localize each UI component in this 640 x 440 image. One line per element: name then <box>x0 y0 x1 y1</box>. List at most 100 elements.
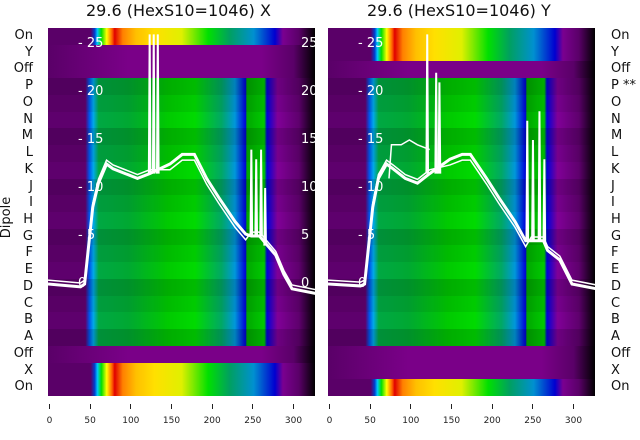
heatmap-row <box>328 94 595 113</box>
row-label: Y <box>611 44 619 60</box>
row-label: H <box>23 212 33 227</box>
row-label: M <box>611 128 623 144</box>
heatmap-row <box>48 128 315 146</box>
x-tick <box>89 404 91 409</box>
row-label: X <box>611 362 620 378</box>
heatmap-row <box>328 61 595 79</box>
heatmap-row <box>48 228 315 246</box>
x-tick-label: 0 <box>326 416 333 426</box>
heatmap-row <box>48 111 315 129</box>
row-label: On <box>611 28 630 43</box>
row-label: D <box>22 278 33 294</box>
heatmap-row <box>328 345 595 364</box>
row-label: L <box>25 145 33 161</box>
row-label: C <box>23 295 33 311</box>
heatmap-y: 0- 5- 10- 15- 20- 25 <box>328 28 595 396</box>
chart-y-title: 29.6 (HexS10=1046) Y <box>367 1 551 20</box>
x-tick <box>293 404 294 409</box>
overlay-spike <box>263 187 267 246</box>
row-label: Off <box>13 345 33 361</box>
overlay-lines <box>328 34 595 291</box>
heatmap-row <box>48 44 315 62</box>
x-tick-label: 200 <box>483 416 501 426</box>
row-label: F <box>25 245 33 261</box>
row-label: O <box>22 94 33 110</box>
row-label: On <box>14 379 33 395</box>
x-tick-label: 150 <box>162 416 181 426</box>
overlay-spike <box>249 149 254 237</box>
overlay-spike <box>434 72 438 174</box>
heatmap-row <box>48 78 315 96</box>
overlay-y-tick-label: - 15 <box>358 132 384 147</box>
row-label: K <box>24 161 33 177</box>
heatmap-row <box>48 312 315 330</box>
overlay-spike <box>531 139 535 241</box>
x-tick-label: 300 <box>284 416 303 426</box>
row-label: G <box>22 228 33 244</box>
row-label: X <box>24 362 33 378</box>
row-label: J <box>29 178 33 194</box>
row-label: N <box>23 111 33 127</box>
row-label: On <box>611 379 630 395</box>
x-tick-label: 200 <box>203 416 221 426</box>
heatmap-row <box>48 295 315 313</box>
x-tick <box>171 404 172 409</box>
overlay-trace-line <box>328 159 595 286</box>
overlay-y-tick-label: 10 <box>301 180 315 195</box>
y-axis-label: Dipole <box>0 196 15 239</box>
x-tick-label: 100 <box>122 416 140 426</box>
row-label: Y <box>25 44 33 60</box>
row-label: F <box>611 245 619 261</box>
overlay-y-tick-label: - 15 <box>78 132 104 147</box>
overlay-mean-line <box>328 152 595 291</box>
heatmap-row <box>48 345 315 364</box>
heatmap-row <box>48 329 315 347</box>
x-tick <box>369 404 371 409</box>
row-label: A <box>611 329 620 345</box>
heatmap-row <box>328 28 595 46</box>
heatmap-row <box>48 362 315 380</box>
overlay-spike <box>542 159 547 241</box>
overlay-spike <box>254 159 259 237</box>
overlay-y-tick-label: - 20 <box>358 84 384 99</box>
heatmap-row <box>328 379 595 396</box>
x-tick-label: 50 <box>364 416 376 426</box>
row-label: I <box>29 195 33 211</box>
chart-x-title: 29.6 (HexS10=1046) X <box>86 1 271 20</box>
overlay-y-tick-label: 0 <box>78 276 87 291</box>
heatmap-row <box>48 94 315 113</box>
overlay-y-tick-label: 0 <box>358 276 367 291</box>
row-label: C <box>611 295 621 311</box>
x-tick-label: 100 <box>402 416 420 426</box>
row-label: A <box>24 329 33 345</box>
heatmap-row <box>328 278 595 297</box>
x-tick-label: 50 <box>84 416 96 426</box>
x-tick <box>532 404 534 409</box>
x-tick-label: 150 <box>442 416 461 426</box>
overlay-upper-line <box>388 139 430 179</box>
overlay-mean-line <box>48 152 315 295</box>
heatmap-row <box>48 278 315 297</box>
heatmap-row <box>48 61 315 79</box>
overlay-spike <box>151 34 156 174</box>
x-tick <box>211 404 213 409</box>
overlay-spike <box>437 82 442 174</box>
heatmap-row <box>48 212 315 230</box>
overlay-y-tick-label: - 20 <box>78 84 104 99</box>
row-label: B <box>24 312 33 328</box>
x-tick <box>252 404 254 409</box>
heatmap-row <box>328 245 595 263</box>
heatmap-row <box>48 379 315 396</box>
overlay-y-tick-label: 0 <box>301 276 310 291</box>
overlay-y-tick-label: - 25 <box>358 36 384 51</box>
row-label: O <box>611 94 622 110</box>
overlay-spike <box>537 111 542 241</box>
x-tick <box>491 404 493 409</box>
x-tick-label: 0 <box>46 416 53 426</box>
row-label: E <box>611 262 620 278</box>
heatmap-row <box>328 262 595 280</box>
row-label: Off <box>611 61 631 77</box>
row-label: K <box>611 161 620 177</box>
x-tick-label: 250 <box>244 416 262 426</box>
